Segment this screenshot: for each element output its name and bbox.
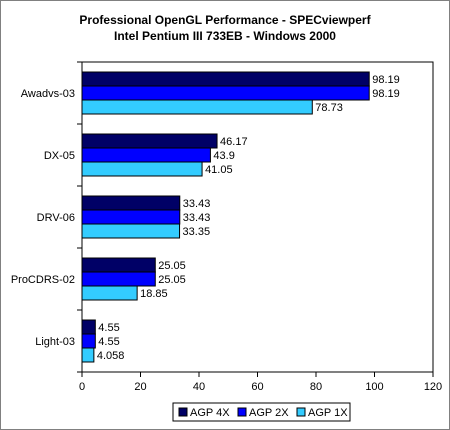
legend: AGP 4X AGP 2X AGP 1X bbox=[172, 402, 351, 422]
data-label: 33.43 bbox=[183, 212, 211, 224]
bar bbox=[81, 161, 203, 177]
legend-swatch bbox=[178, 407, 188, 417]
data-label: 25.05 bbox=[158, 274, 186, 286]
data-label: 4.058 bbox=[97, 350, 125, 362]
category-label: DRV-06 bbox=[37, 212, 75, 224]
bar bbox=[81, 133, 218, 149]
bar bbox=[81, 209, 181, 225]
data-label: 43.9 bbox=[213, 150, 234, 162]
data-label: 4.55 bbox=[98, 322, 119, 334]
legend-label: AGP 1X bbox=[308, 407, 348, 419]
data-label: 41.05 bbox=[205, 164, 233, 176]
data-label: 78.73 bbox=[315, 102, 343, 114]
legend-label: AGP 2X bbox=[249, 407, 289, 419]
legend-swatch bbox=[296, 407, 306, 417]
data-label: 33.43 bbox=[183, 198, 211, 210]
category-label: ProCDRS-02 bbox=[11, 274, 75, 286]
bar bbox=[81, 195, 181, 211]
bar bbox=[81, 271, 156, 287]
bar bbox=[81, 285, 138, 301]
chart-title-line-2: Intel Pentium III 733EB - Windows 2000 bbox=[114, 29, 336, 43]
x-tick-label: 120 bbox=[424, 381, 442, 393]
x-tick-label: 40 bbox=[193, 381, 205, 393]
bar bbox=[81, 257, 156, 273]
data-label: 98.19 bbox=[372, 88, 400, 100]
data-label: 46.17 bbox=[220, 136, 248, 148]
bar bbox=[81, 223, 181, 239]
data-label: 98.19 bbox=[372, 74, 400, 86]
data-label: 18.85 bbox=[140, 288, 168, 300]
legend-box bbox=[172, 402, 351, 422]
x-tick-label: 100 bbox=[365, 381, 383, 393]
chart-title-line-1: Professional OpenGL Performance - SPECvi… bbox=[79, 13, 371, 27]
plot-area: 0 20 40 60 80 100 120 Awadvs-03 98.19 98.19 78.73 D… bbox=[11, 61, 442, 393]
bar bbox=[81, 147, 211, 163]
legend-label: AGP 4X bbox=[190, 407, 230, 419]
x-tick-label: 80 bbox=[310, 381, 322, 393]
bar bbox=[81, 71, 370, 87]
category-label: DX-05 bbox=[44, 150, 75, 162]
bar bbox=[81, 347, 95, 363]
x-tick-label: 0 bbox=[79, 381, 85, 393]
category-label: Awadvs-03 bbox=[21, 88, 75, 100]
data-label: 25.05 bbox=[158, 260, 186, 272]
bar bbox=[81, 319, 96, 335]
x-tick-label: 60 bbox=[251, 381, 263, 393]
legend-swatch bbox=[237, 407, 247, 417]
data-label: 33.35 bbox=[183, 226, 211, 238]
category-label: Light-03 bbox=[35, 336, 75, 348]
bar bbox=[81, 333, 96, 349]
bar bbox=[81, 85, 370, 101]
x-tick-label: 20 bbox=[134, 381, 146, 393]
data-label: 4.55 bbox=[98, 336, 119, 348]
bar bbox=[81, 99, 313, 115]
